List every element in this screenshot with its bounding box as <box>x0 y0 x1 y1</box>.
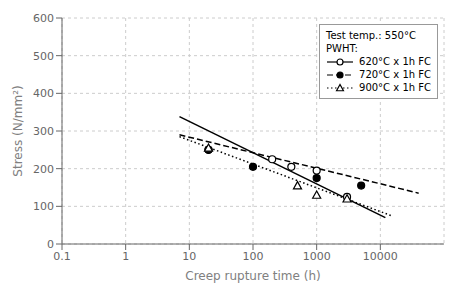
html-text:720°C x 1h FC: 720°C x 1h FC <box>359 69 431 80</box>
svg-text:1000: 1000 <box>303 250 331 263</box>
svg-text:1: 1 <box>122 250 129 263</box>
svg-text:10: 10 <box>182 250 196 263</box>
svg-text:300: 300 <box>33 125 54 138</box>
svg-text:0.1: 0.1 <box>53 250 71 263</box>
svg-text:0: 0 <box>47 238 54 251</box>
svg-text:Creep rupture time (h): Creep rupture time (h) <box>185 269 320 283</box>
html-text:Test temp.: 550°C PWHT:: Test temp.: 550°C PWHT: <box>326 30 416 54</box>
svg-text:400: 400 <box>33 87 54 100</box>
html-text:620°C x 1h FC: 620°C x 1h FC <box>359 56 431 67</box>
svg-text:500: 500 <box>33 50 54 63</box>
svg-text:600: 600 <box>33 12 54 25</box>
svg-text:10000: 10000 <box>363 250 398 263</box>
html-text:900°C x 1h FC: 900°C x 1h FC <box>359 82 431 93</box>
svg-text:100: 100 <box>243 250 264 263</box>
svg-text:200: 200 <box>33 163 54 176</box>
svg-text:100: 100 <box>33 200 54 213</box>
svg-text:Stress (N/mm²): Stress (N/mm²) <box>11 85 25 176</box>
